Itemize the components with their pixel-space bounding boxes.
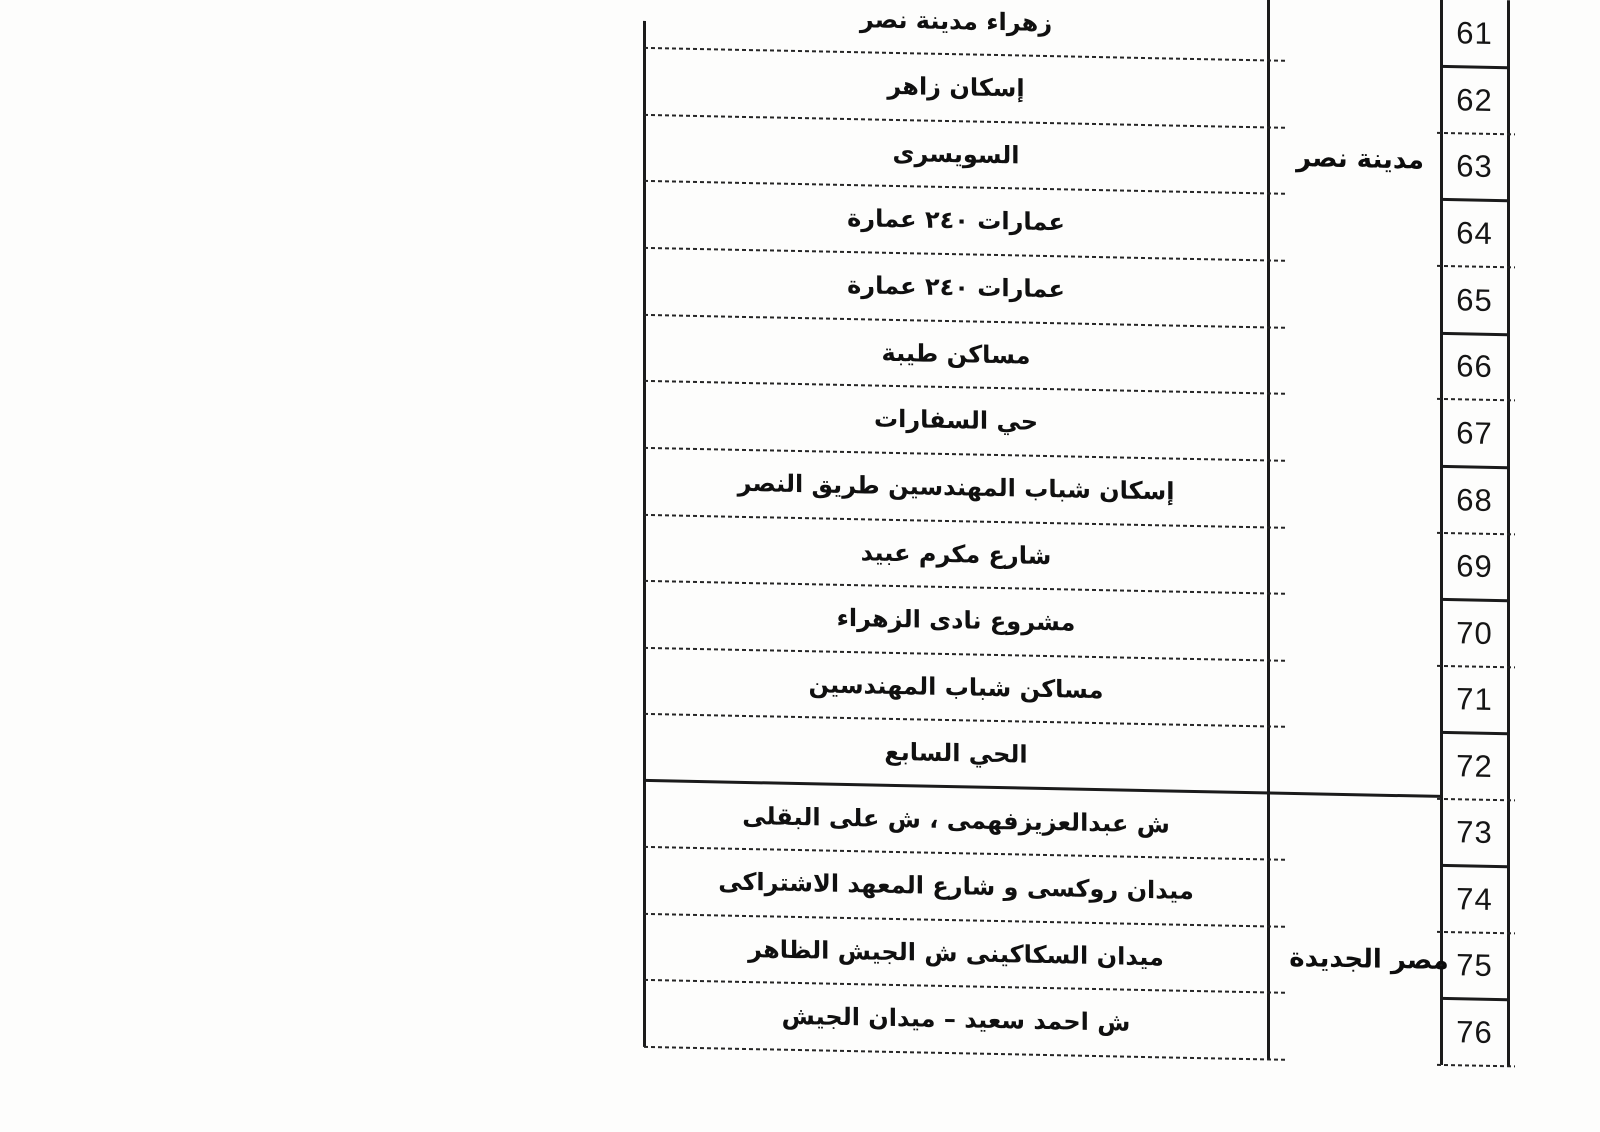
area-name-text: مساكن شباب المهندسين bbox=[808, 670, 1104, 704]
row-number-cell: 72 bbox=[1444, 732, 1505, 800]
row-number-text: 66 bbox=[1456, 348, 1493, 384]
row-number-text: 64 bbox=[1456, 214, 1493, 251]
row-number-cell: 76 bbox=[1444, 998, 1505, 1066]
row-number-cell: 62 bbox=[1444, 66, 1505, 134]
area-name-text: عمارات ٢٤٠ عمارة bbox=[847, 271, 1065, 304]
row-number-text: 69 bbox=[1456, 548, 1493, 584]
area-cell: الحي السابع bbox=[650, 714, 1262, 793]
number-divider-dashed bbox=[1437, 1063, 1515, 1068]
row-number-cell: 68 bbox=[1444, 466, 1505, 534]
area-column-left-border bbox=[643, 20, 646, 1047]
row-number-cell: 74 bbox=[1444, 865, 1505, 933]
row-number-text: 74 bbox=[1456, 880, 1493, 917]
row-number-text: 67 bbox=[1456, 414, 1493, 451]
area-name-text: ميدان روكسى و شارع المعهد الاشتراكى bbox=[718, 867, 1194, 906]
area-name-text: الحي السابع bbox=[884, 738, 1028, 769]
row-number-cell: 70 bbox=[1444, 599, 1505, 667]
row-number-text: 61 bbox=[1456, 15, 1493, 51]
area-name-text: مساكن طيبة bbox=[881, 338, 1031, 370]
area-name-text: مشروع نادى الزهراء bbox=[836, 604, 1076, 637]
area-name-text: السويسرى bbox=[892, 138, 1020, 170]
row-number-text: 73 bbox=[1456, 814, 1493, 850]
area-name-text: حي السفارات bbox=[873, 404, 1039, 437]
row-number-cell: 66 bbox=[1444, 333, 1505, 400]
row-number-text: 63 bbox=[1456, 148, 1493, 184]
area-name-text: عمارات ٢٤٠ عمارة bbox=[847, 204, 1065, 237]
area-name-column: زهراء مدينة نصر إسكان زاهر السويسرى عمارات … bbox=[0, 0, 1600, 1037]
district-label: مدينة نصر bbox=[1296, 143, 1424, 176]
row-number-cell: 69 bbox=[1444, 533, 1505, 600]
row-number-cell: 61 bbox=[1444, 0, 1505, 67]
area-name-text: ش عبدالعزيزفهمى ، ش على البقلى bbox=[742, 801, 1170, 839]
row-number-text: 76 bbox=[1456, 1013, 1493, 1050]
row-number-text: 65 bbox=[1456, 281, 1493, 318]
row-number-text: 68 bbox=[1456, 481, 1493, 518]
row-number-text: 75 bbox=[1456, 947, 1493, 983]
area-name-text: ش احمد سعيد – ميدان الجيش bbox=[781, 1001, 1131, 1037]
row-number-cell: 67 bbox=[1444, 399, 1505, 467]
area-name-text: إسكان شباب المهندسين طريق النصر bbox=[737, 469, 1175, 506]
area-name-text: شارع مكرم عبيد bbox=[860, 538, 1052, 570]
area-name-text: ميدان السكاكينى ش الجيش الظاهر bbox=[748, 934, 1164, 972]
row-number-text: 62 bbox=[1456, 81, 1493, 118]
row-number-cell: 73 bbox=[1444, 799, 1505, 866]
row-number-text: 71 bbox=[1456, 681, 1493, 717]
area-name-text: إسكان زاهر bbox=[887, 72, 1025, 103]
row-number-cell: 65 bbox=[1444, 266, 1505, 334]
district-label: مصر الجديدة bbox=[1289, 942, 1449, 977]
row-number-text: 70 bbox=[1456, 614, 1493, 651]
row-number-text: 72 bbox=[1456, 747, 1493, 784]
row-number-cell: 64 bbox=[1444, 199, 1505, 267]
row-number-cell: 71 bbox=[1444, 666, 1505, 733]
row-number-cell: 63 bbox=[1444, 133, 1505, 200]
area-name-text: زهراء مدينة نصر bbox=[859, 5, 1053, 37]
area-district-divider bbox=[1267, 0, 1270, 1060]
row-number-cell: 75 bbox=[1444, 932, 1505, 999]
